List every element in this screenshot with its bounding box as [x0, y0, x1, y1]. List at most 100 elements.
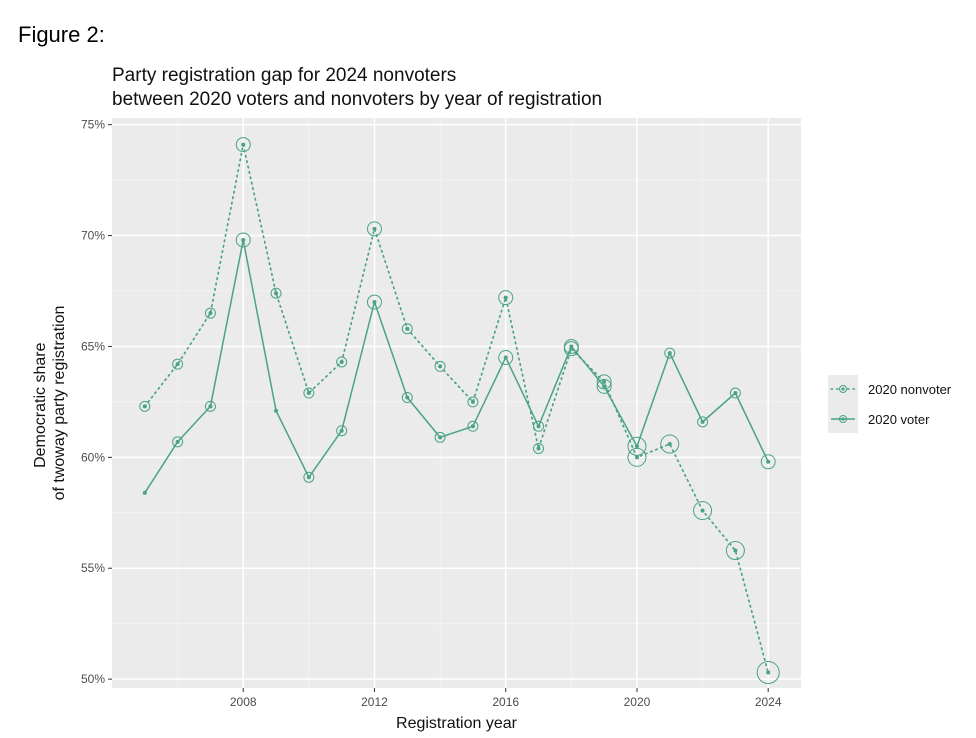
data-point — [372, 226, 377, 231]
data-point — [766, 670, 771, 675]
x-tick-label: 2024 — [755, 695, 782, 709]
series-line — [144, 239, 769, 494]
y-tick-label: 70% — [81, 229, 105, 243]
data-point — [208, 404, 213, 409]
grid-major — [112, 118, 801, 688]
series-layer — [139, 137, 780, 684]
data-point-ring — [596, 378, 612, 394]
plot-panel — [112, 118, 801, 688]
data-point — [503, 295, 508, 300]
data-point-ring — [204, 307, 216, 319]
data-point — [142, 404, 147, 409]
data-point-ring — [756, 660, 780, 684]
data-point — [142, 490, 147, 495]
data-point — [306, 391, 311, 396]
data-point — [339, 359, 344, 364]
data-point — [536, 446, 541, 451]
data-point — [733, 391, 738, 396]
data-point-ring — [563, 338, 579, 354]
data-point-ring — [533, 420, 545, 432]
legend-key-ring — [839, 385, 847, 393]
data-point — [241, 142, 246, 147]
data-point — [766, 459, 771, 464]
data-point-ring — [139, 400, 151, 412]
y-axis-title: Democratic share of twoway party registr… — [32, 306, 68, 501]
data-point — [602, 384, 607, 389]
data-point — [405, 395, 410, 400]
data-point-ring — [303, 471, 315, 483]
legend-key-point — [841, 387, 845, 391]
data-point-ring — [627, 436, 647, 456]
data-point-ring — [235, 137, 251, 153]
data-point — [733, 548, 738, 553]
data-point — [438, 364, 443, 369]
data-point-ring — [401, 323, 413, 335]
data-point-ring — [434, 431, 446, 443]
data-point-ring — [725, 540, 745, 560]
data-point-ring — [270, 287, 282, 299]
data-point — [438, 435, 443, 440]
data-point — [667, 351, 672, 356]
data-point — [405, 326, 410, 331]
data-point-ring — [729, 387, 741, 399]
data-point-ring — [498, 350, 514, 366]
data-point — [470, 399, 475, 404]
x-axis-title: Registration year — [396, 715, 518, 732]
data-point — [306, 475, 311, 480]
legend-key-ring — [839, 415, 847, 423]
x-tick-label: 2020 — [624, 695, 651, 709]
data-point — [208, 311, 213, 316]
data-point-ring — [693, 501, 713, 521]
data-point — [536, 424, 541, 429]
data-point-ring — [533, 442, 545, 454]
data-point-ring — [596, 374, 612, 390]
legend-key-bg — [828, 375, 858, 433]
chart-title: Party registration gap for 2024 nonvoter… — [112, 65, 457, 86]
y-tick-label: 60% — [81, 450, 105, 464]
data-point — [700, 419, 705, 424]
y-axis: 50% 55% 60% 65% 70% 75% — [81, 118, 112, 686]
data-point — [175, 362, 180, 367]
x-tick-label: 2012 — [361, 695, 388, 709]
grid-minor — [112, 118, 801, 688]
data-point-ring — [434, 360, 446, 372]
data-point — [339, 428, 344, 433]
series-voter — [142, 232, 776, 495]
data-point — [503, 355, 508, 360]
legend-label: 2020 voter — [868, 412, 930, 427]
x-axis: 2008 2012 2016 2020 2024 — [230, 688, 782, 709]
y-tick-label: 50% — [81, 672, 105, 686]
data-point-ring — [627, 447, 647, 467]
legend-label: 2020 nonvoter — [868, 382, 952, 397]
data-point-ring — [697, 416, 709, 428]
legend: 2020 nonvoter 2020 voter — [828, 375, 952, 433]
x-tick-label: 2016 — [492, 695, 519, 709]
figure-label: Figure 2: — [18, 22, 105, 47]
data-point — [700, 508, 705, 513]
data-point — [175, 439, 180, 444]
legend-key-point — [841, 417, 845, 421]
data-point — [667, 442, 672, 447]
y-tick-label: 65% — [81, 339, 105, 353]
data-point — [602, 379, 607, 384]
data-point-ring — [366, 294, 382, 310]
data-point-ring — [401, 391, 413, 403]
x-tick-label: 2008 — [230, 695, 257, 709]
series-nonvoter — [139, 137, 780, 684]
data-point-ring — [303, 387, 315, 399]
data-point — [634, 444, 639, 449]
chart-title-block: Party registration gap for 2024 nonvoter… — [112, 64, 602, 112]
data-point — [634, 455, 639, 460]
data-point-ring — [467, 420, 479, 432]
data-point-ring — [760, 454, 776, 470]
y-tick-label: 55% — [81, 561, 105, 575]
y-axis-title-line-2: of twoway party registration — [51, 306, 68, 501]
chart-subtitle: between 2020 voters and nonvoters by yea… — [112, 89, 603, 110]
data-point-ring — [498, 290, 514, 306]
data-point-ring — [660, 434, 680, 454]
data-point-ring — [172, 436, 184, 448]
data-point-ring — [204, 400, 216, 412]
data-point — [274, 291, 279, 296]
y-tick-label: 75% — [81, 118, 105, 132]
